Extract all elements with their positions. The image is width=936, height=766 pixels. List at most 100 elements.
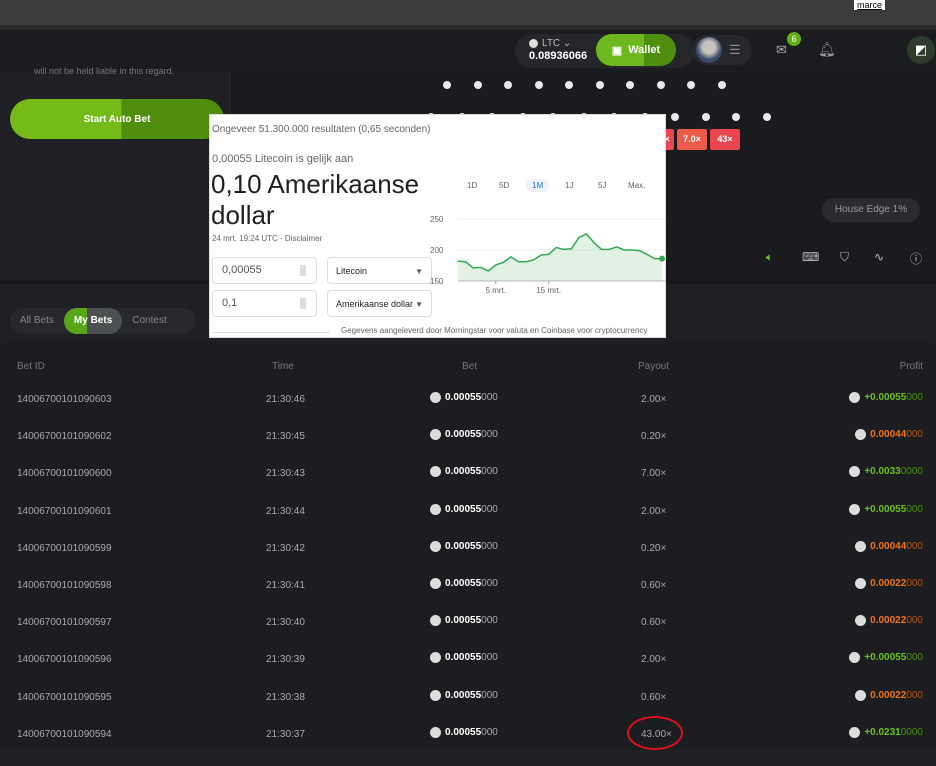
peg — [701, 113, 710, 121]
bet-time: 21:30:38 — [266, 691, 305, 703]
header-time: Time — [272, 361, 294, 372]
payout: 0.60× — [641, 617, 667, 629]
wallet-icon: ▣ — [611, 44, 623, 57]
table-row[interactable]: 14006700101090599 21:30:42 0.00055000 0.… — [0, 540, 936, 580]
bet-amount-main: 0.00055 — [445, 615, 482, 627]
from-currency-select[interactable]: Litecoin ▼ — [327, 257, 432, 284]
fairness-icon[interactable]: ⛉ — [840, 250, 850, 264]
spinner-icon[interactable] — [300, 265, 306, 276]
start-auto-bet-button[interactable]: Start Auto Bet — [10, 99, 224, 139]
header-bet-id: Bet ID — [17, 361, 45, 372]
from-amount-input[interactable]: 0,00055 — [212, 257, 317, 284]
header-profit: Profit — [899, 361, 923, 372]
spinner-icon[interactable] — [300, 298, 306, 309]
range-1j[interactable]: 1J — [565, 181, 574, 190]
conversion-result: 0,10 Amerikaanse dollar — [211, 169, 420, 230]
litecoin-icon — [855, 540, 867, 552]
range-1m[interactable]: 1M — [526, 179, 550, 192]
bet-id[interactable]: 14006700101090602 — [17, 431, 112, 443]
profit: +0.00330000 — [849, 466, 923, 478]
bets-tabs: All Bets My Bets Contest — [10, 308, 196, 334]
browser-divider — [0, 25, 936, 30]
to-amount-input[interactable]: 0,1 — [212, 290, 317, 317]
profit-main: +0.00055 — [864, 392, 907, 404]
table-row[interactable]: 14006700101090600 21:30:43 0.00055000 7.… — [0, 466, 936, 505]
peg — [717, 81, 726, 89]
bet-time: 21:30:40 — [266, 617, 305, 629]
peg — [671, 113, 679, 121]
table-row[interactable]: 14006700101090598 21:30:41 0.00055000 0.… — [0, 578, 936, 617]
bet-amount-main: 0.00055 — [445, 392, 482, 404]
bet-amount-main: 0.00055 — [445, 652, 482, 664]
avatar[interactable] — [696, 37, 722, 63]
table-row[interactable]: 14006700101090594 21:30:37 0.00055000 43… — [0, 726, 936, 766]
bet-id[interactable]: 14006700101090601 — [17, 505, 112, 517]
bet-amount: 0.00055000 — [430, 429, 498, 440]
tab-my-bets[interactable]: My Bets — [63, 308, 123, 334]
range-5d[interactable]: 5D — [499, 181, 510, 190]
range-5j[interactable]: 5J — [598, 181, 607, 190]
bet-id[interactable]: 14006700101090594 — [17, 728, 112, 740]
litecoin-icon — [430, 689, 441, 701]
peg — [504, 81, 512, 89]
bet-amount-main: 0.00055 — [445, 429, 482, 441]
currency-label: LTC — [542, 38, 561, 49]
bet-id[interactable]: 14006700101090603 — [17, 394, 112, 405]
wallet-button[interactable]: ▣ Wallet — [596, 34, 676, 66]
stats-icon[interactable]: ∿ — [874, 250, 885, 264]
y-tick-label: 150 — [430, 277, 444, 286]
bet-amount: 0.00055000 — [430, 615, 498, 626]
payout: 2.00× — [641, 505, 667, 517]
bet-amount-tail: 000 — [481, 429, 498, 441]
bet-id[interactable]: 14006700101090596 — [17, 654, 112, 666]
litecoin-icon — [430, 392, 441, 403]
table-row[interactable]: 14006700101090601 21:30:44 0.00055000 2.… — [0, 503, 936, 543]
profile-logo-icon[interactable]: ◩ — [907, 36, 935, 64]
mail-icon[interactable]: ✉ — [776, 42, 787, 57]
table-row[interactable]: 14006700101090602 21:30:45 0.00055000 0.… — [0, 429, 936, 468]
profit-main: +0.0231 — [864, 726, 901, 738]
keyboard-icon[interactable]: ⌨ — [802, 250, 820, 264]
currency-selector[interactable]: LTC ⌄ — [529, 38, 571, 49]
bell-icon[interactable]: 🔔︎ — [818, 41, 836, 57]
bet-id[interactable]: 14006700101090597 — [17, 617, 112, 629]
bet-amount: 0.00055000 — [430, 466, 498, 478]
profit: +0.00055000 — [849, 392, 923, 403]
to-currency-select[interactable]: Amerikaanse dollar ▼ — [327, 290, 432, 317]
help-icon[interactable]: ⓘ — [910, 252, 923, 266]
tab-all-bets[interactable]: All Bets — [20, 315, 54, 326]
profit-main: +0.00055 — [864, 652, 907, 664]
price-chart: 150 200 250 5 mrt. 15 mrt. — [430, 215, 666, 295]
bet-id[interactable]: 14006700101090595 — [17, 691, 112, 703]
bet-amount-tail: 000 — [481, 615, 498, 627]
x-tick-label: 5 mrt. — [486, 286, 506, 295]
payout: 0.20× — [641, 431, 667, 443]
profit: 0.00044000 — [855, 540, 923, 552]
profit: 0.00022000 — [855, 578, 923, 589]
table-row[interactable]: 14006700101090597 21:30:40 0.00055000 0.… — [0, 615, 936, 654]
bet-id[interactable]: 14006700101090599 — [17, 542, 112, 554]
google-currency-converter: Ongeveer 51.300.000 resultaten (0,65 sec… — [209, 114, 666, 338]
range-1d[interactable]: 1D — [467, 181, 478, 190]
range-max[interactable]: Max. — [628, 181, 646, 190]
multiplier-slot: 43× — [710, 129, 740, 150]
table-row[interactable]: 14006700101090603 21:30:46 0.00055000 2.… — [0, 392, 936, 431]
search-results-count: Ongeveer 51.300.000 resultaten (0,65 sec… — [212, 124, 431, 135]
bet-time: 21:30:43 — [266, 468, 305, 480]
menu-icon[interactable]: ☰ — [729, 42, 741, 57]
dropdown-caret-icon: ▼ — [415, 267, 423, 276]
tab-contest[interactable]: Contest — [132, 315, 167, 326]
sound-icon[interactable]: 🔈︎ — [766, 250, 774, 264]
peg — [443, 81, 451, 89]
profit-main: +0.0033 — [864, 466, 901, 478]
table-row[interactable]: 14006700101090596 21:30:39 0.00055000 2.… — [0, 652, 936, 691]
profit-tail: 0000 — [900, 726, 923, 738]
litecoin-icon — [855, 615, 867, 627]
to-currency-value: Amerikaanse dollar — [336, 299, 414, 309]
profit: 0.00022000 — [855, 615, 923, 626]
wallet-label: Wallet — [628, 44, 661, 56]
bet-id[interactable]: 14006700101090600 — [17, 468, 112, 480]
bet-id[interactable]: 14006700101090598 — [17, 580, 112, 591]
bet-amount-main: 0.00055 — [445, 578, 482, 590]
table-row[interactable]: 14006700101090595 21:30:38 0.00055000 0.… — [0, 689, 936, 729]
